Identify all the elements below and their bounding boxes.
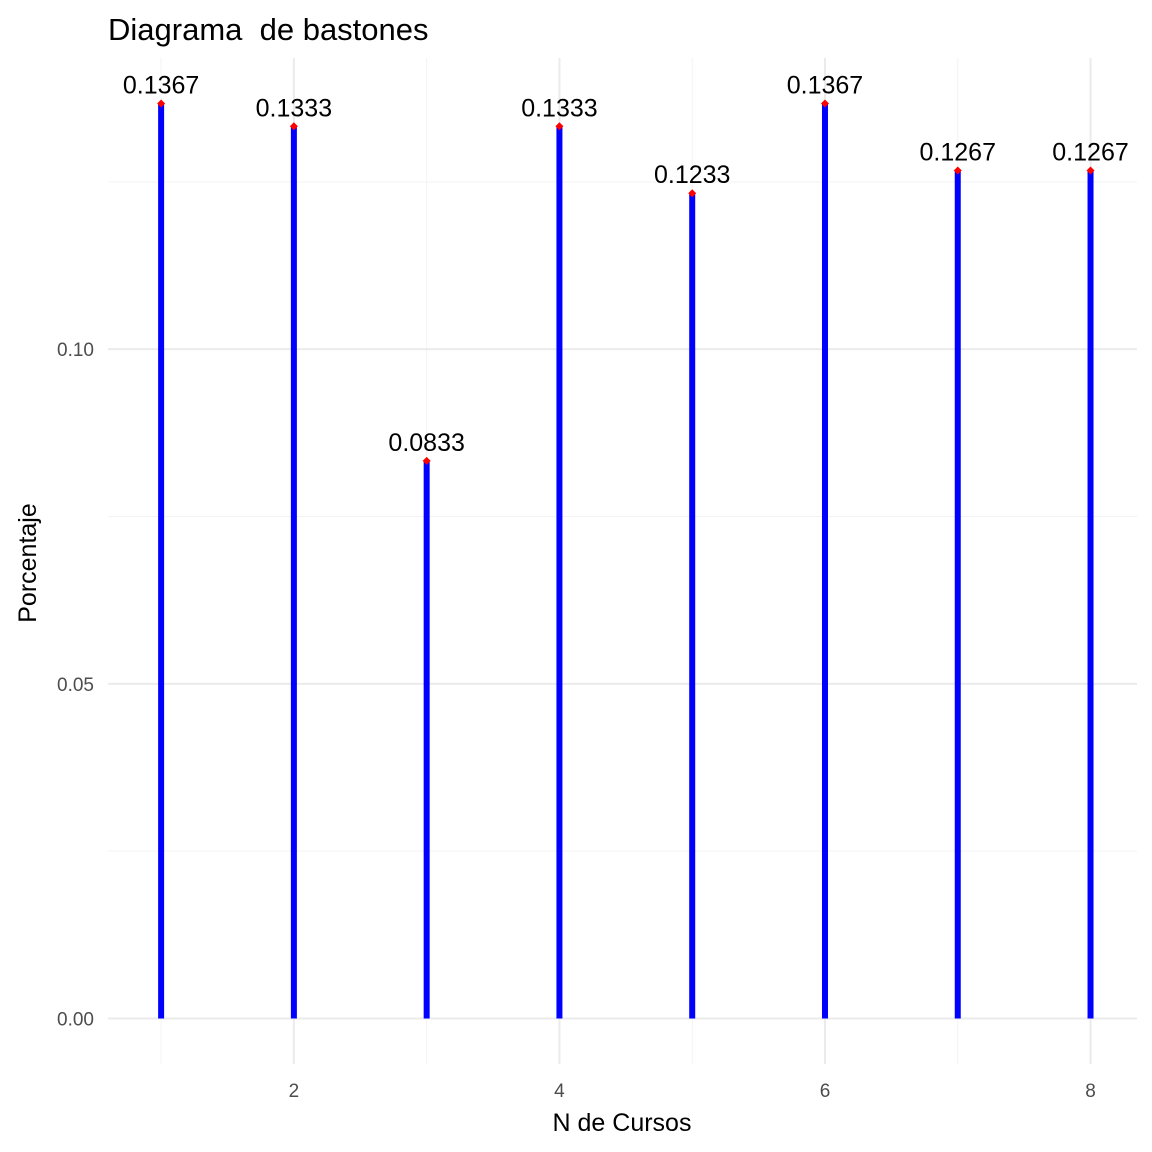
y-axis-title: Porcentaje xyxy=(14,503,42,623)
y-tick-label: 0.00 xyxy=(57,1009,94,1030)
stem-point xyxy=(953,166,962,175)
x-tick-label: 2 xyxy=(289,1081,300,1102)
stem-point xyxy=(555,122,564,131)
chart-title: Diagrama de bastones xyxy=(108,12,429,47)
stem-point xyxy=(688,189,697,198)
data-label: 0.1367 xyxy=(787,72,863,100)
data-label: 0.1233 xyxy=(654,161,730,189)
stems xyxy=(158,103,1094,1019)
data-label: 0.0833 xyxy=(388,429,464,457)
stem-point xyxy=(289,122,298,131)
data-label: 0.1333 xyxy=(256,94,332,122)
x-axis-title: N de Cursos xyxy=(553,1109,692,1137)
data-label: 0.1333 xyxy=(521,94,597,122)
x-tick-label: 4 xyxy=(554,1081,565,1102)
stem-point xyxy=(820,99,829,108)
data-label: 0.1267 xyxy=(1052,138,1128,166)
data-label: 0.1267 xyxy=(920,138,996,166)
stem-point xyxy=(157,99,166,108)
stem-point xyxy=(422,456,431,465)
x-tick-label: 8 xyxy=(1085,1081,1096,1102)
y-tick-label: 0.10 xyxy=(57,340,94,361)
x-tick-label: 6 xyxy=(820,1081,831,1102)
x-axis-ticks: 2 4 6 8 xyxy=(289,1081,1096,1102)
stem-point xyxy=(1086,166,1095,175)
points xyxy=(157,99,1095,465)
y-tick-label: 0.05 xyxy=(57,675,94,696)
y-axis-ticks: 0.00 0.05 0.10 xyxy=(57,340,94,1030)
grid xyxy=(108,58,1137,1064)
data-labels: 0.1367 0.1333 0.0833 0.1333 0.1233 0.1367 0.12… xyxy=(123,72,1129,457)
data-label: 0.1367 xyxy=(123,72,199,100)
